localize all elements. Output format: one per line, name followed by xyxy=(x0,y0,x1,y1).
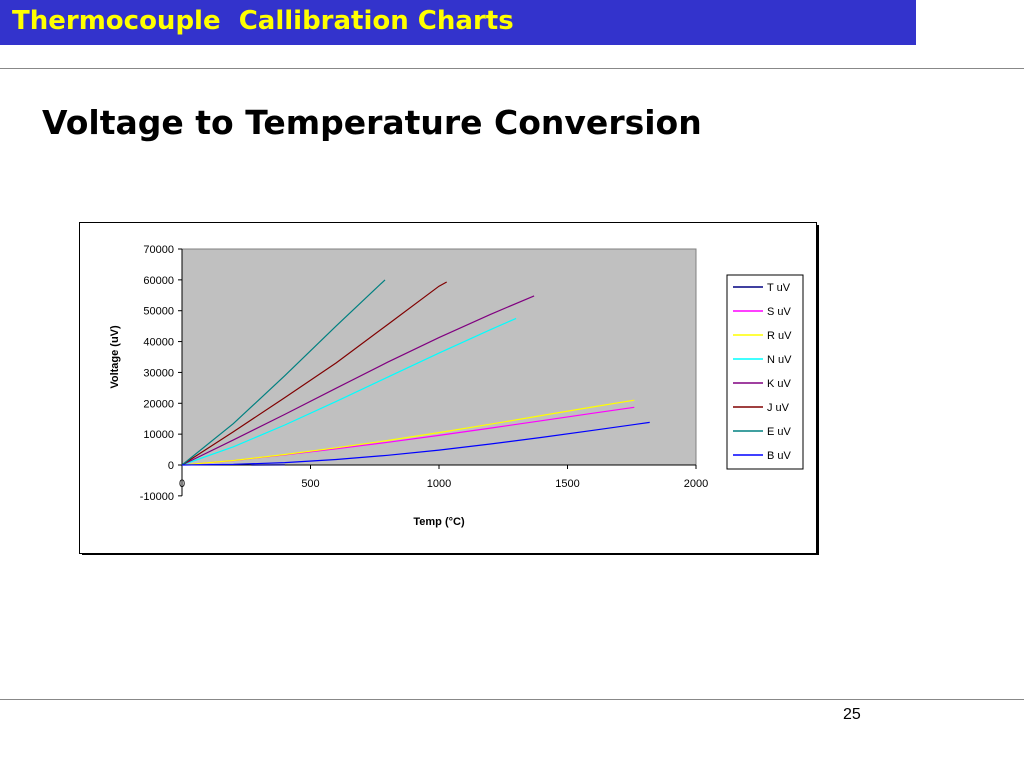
x-tick-label: 0 xyxy=(179,478,185,490)
bottom-divider xyxy=(0,699,1024,700)
chart-frame: -10000 0 10000 20000 30000 40000 50000 60000 700… xyxy=(79,222,817,554)
y-tick-label: 40000 xyxy=(143,337,174,349)
legend-label: S uV xyxy=(767,306,792,318)
legend-box xyxy=(726,274,804,470)
y-tick-label: 20000 xyxy=(143,398,174,410)
page-number: 25 xyxy=(843,706,861,723)
series-line-j-uv xyxy=(181,281,447,466)
header-bar: Thermocouple Callibration Charts xyxy=(0,0,916,45)
x-tick-label: 500 xyxy=(301,478,319,490)
series-line-k-uv xyxy=(181,295,535,466)
y-tick-label: 60000 xyxy=(143,275,174,287)
y-tick-label: -10000 xyxy=(140,491,174,503)
x-tick-label: 1000 xyxy=(427,478,451,490)
x-tick-label: 1500 xyxy=(555,478,579,490)
legend-label: K uV xyxy=(767,378,792,390)
x-axis-label: Temp (°C) xyxy=(413,516,465,528)
legend-label: T uV xyxy=(767,282,791,294)
top-divider xyxy=(0,68,1024,69)
x-tick-label: 2000 xyxy=(684,478,708,490)
series-line-r-uv xyxy=(181,399,635,466)
header-title: Thermocouple Callibration Charts xyxy=(12,6,514,36)
slide-heading: Voltage to Temperature Conversion xyxy=(42,103,702,142)
series-line-e-uv xyxy=(181,279,386,466)
chart-svg: -100000100002000030000400005000060000700… xyxy=(109,244,804,528)
y-tick-label: 10000 xyxy=(143,429,174,441)
legend-label: B uV xyxy=(767,450,792,462)
y-tick-label: 30000 xyxy=(143,367,174,379)
legend-label: E uV xyxy=(767,426,792,438)
series-line-n-uv xyxy=(181,317,517,466)
y-tick-label: 50000 xyxy=(143,306,174,318)
y-axis-label: Voltage (uV) xyxy=(109,325,121,389)
plot-area xyxy=(181,248,697,466)
legend-label: N uV xyxy=(767,354,792,366)
series-line-b-uv xyxy=(181,421,650,466)
legend-label: J uV xyxy=(767,402,790,414)
y-tick-label: 0 xyxy=(168,460,174,472)
y-tick-label: 70000 xyxy=(143,244,174,256)
legend-label: R uV xyxy=(767,330,792,342)
